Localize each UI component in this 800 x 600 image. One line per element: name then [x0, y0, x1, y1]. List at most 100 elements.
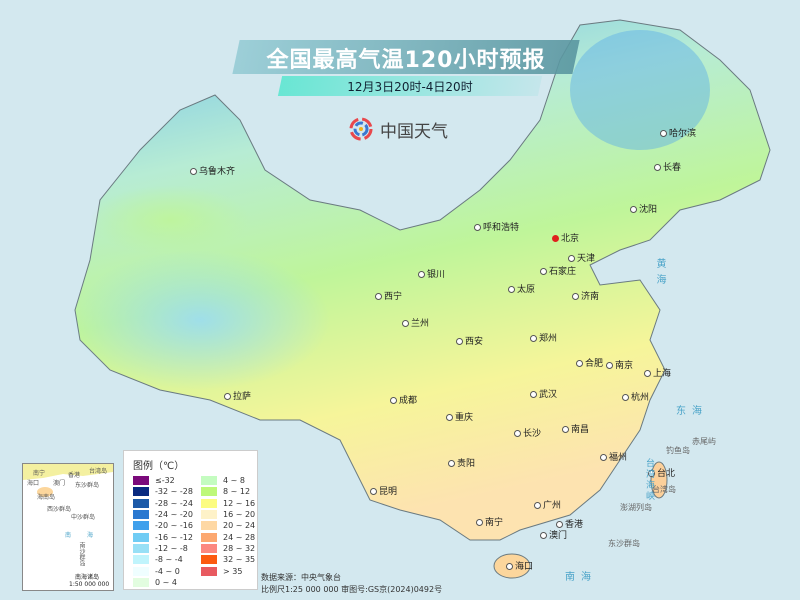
- legend-label: 20 ~ 24: [223, 521, 256, 531]
- city-label: 长沙: [514, 426, 541, 439]
- legend-label: 32 ~ 35: [223, 555, 256, 565]
- city-label: 昆明: [370, 484, 397, 497]
- city-dot-icon: [375, 293, 382, 300]
- city-name: 郑州: [539, 334, 558, 344]
- taiwan-island: [650, 461, 668, 499]
- logo: 中国天气: [348, 116, 448, 142]
- city-dot-icon: [530, 335, 537, 342]
- city-label: 太原: [508, 282, 535, 295]
- sea-label-strait: 台湾海峡: [644, 458, 654, 502]
- legend-label: 16 ~ 20: [223, 510, 256, 520]
- legend-swatch: [201, 521, 217, 531]
- city-dot-icon: [506, 563, 513, 570]
- inset-label: 东沙群岛: [75, 482, 100, 489]
- legend-label: -8 ~ -4: [155, 555, 183, 565]
- city-name: 石家庄: [549, 267, 577, 277]
- city-label: 济南: [572, 289, 599, 302]
- city-name: 济南: [581, 292, 600, 302]
- sea-label-yellow: 黄海: [654, 258, 665, 290]
- city-name: 海口: [515, 562, 534, 572]
- city-dot-icon: [540, 532, 547, 539]
- legend-swatch: [133, 487, 149, 497]
- city-name: 乌鲁木齐: [199, 167, 236, 177]
- legend-swatch: [133, 498, 149, 508]
- island-diaoyu: 钓鱼岛: [666, 446, 690, 455]
- city-name: 沈阳: [639, 205, 658, 215]
- inset-label: 澳门: [53, 480, 66, 487]
- city-name: 合肥: [585, 359, 604, 369]
- city-label: 南京: [606, 358, 633, 371]
- city-dot-icon: [402, 320, 409, 327]
- city-label: 北京: [552, 231, 579, 244]
- legend-swatch: [133, 566, 149, 576]
- inset-label: 台湾岛: [89, 468, 108, 475]
- legend-item: > 35: [201, 565, 255, 576]
- city-dot-icon: [654, 164, 661, 171]
- legend-item: -32 ~ -28: [133, 486, 193, 497]
- city-label: 拉萨: [224, 389, 251, 402]
- city-name: 北京: [561, 234, 580, 244]
- city-dot-icon: [418, 271, 425, 278]
- sea-label-east: 东海: [676, 406, 708, 417]
- city-dot-icon: [476, 519, 483, 526]
- legend-label: -20 ~ -16: [155, 521, 193, 531]
- legend-swatch: [201, 532, 217, 542]
- city-name: 兰州: [411, 319, 430, 329]
- inset-label: 南宁: [33, 470, 46, 477]
- city-name: 澳门: [549, 531, 568, 541]
- city-dot-icon: [568, 255, 575, 262]
- map-scale: 比例尺1:25 000 000 审图号:GS京(2024)0492号: [261, 585, 443, 594]
- city-dot-icon: [370, 488, 377, 495]
- city-label: 南宁: [476, 515, 503, 528]
- inset-scale: 1:50 000 000: [69, 581, 110, 588]
- city-dot-icon: [540, 268, 547, 275]
- legend-item: -20 ~ -16: [133, 520, 193, 531]
- city-label: 乌鲁木齐: [190, 164, 235, 177]
- city-dot-icon: [390, 397, 397, 404]
- city-label: 广州: [534, 498, 561, 511]
- city-name: 台北: [657, 469, 676, 479]
- city-label: 香港: [556, 517, 583, 530]
- city-label: 贵阳: [448, 456, 475, 469]
- city-dot-icon: [474, 224, 481, 231]
- city-name: 拉萨: [233, 392, 252, 402]
- city-label: 兰州: [402, 316, 429, 329]
- inset-label: 海南岛: [37, 494, 56, 501]
- city-name: 长春: [663, 163, 682, 173]
- city-dot-icon: [456, 338, 463, 345]
- legend-label: > 35: [223, 566, 243, 576]
- legend-label: 28 ~ 32: [223, 543, 256, 553]
- inset-map: [23, 464, 113, 497]
- legend-item: 16 ~ 20: [201, 509, 255, 520]
- city-label: 沈阳: [630, 202, 657, 215]
- inset-label: 西沙群岛: [47, 506, 72, 513]
- city-label: 澳门: [540, 528, 567, 541]
- legend-label: -4 ~ 0: [155, 566, 180, 576]
- inset-label: 中沙群岛: [71, 514, 96, 521]
- city-dot-icon: [448, 460, 455, 467]
- legend-label: 8 ~ 12: [223, 487, 251, 497]
- city-name: 天津: [577, 254, 596, 264]
- china-landmass: [74, 19, 771, 541]
- city-name: 福州: [609, 453, 628, 463]
- legend-swatch: [133, 543, 149, 553]
- city-name: 香港: [565, 520, 584, 530]
- legend-item: 12 ~ 16: [201, 498, 255, 509]
- legend-swatch: [133, 476, 149, 486]
- city-label: 天津: [568, 251, 595, 264]
- legend-swatch: [133, 510, 149, 520]
- forecast-period: 12月3日20时-4日20时: [347, 80, 473, 94]
- city-dot-icon: [224, 393, 231, 400]
- city-dot-icon: [572, 293, 579, 300]
- city-label: 哈尔滨: [660, 126, 696, 139]
- city-label: 重庆: [446, 410, 473, 423]
- legend-label: 12 ~ 16: [223, 498, 256, 508]
- city-label: 武汉: [530, 387, 557, 400]
- legend-swatch: [201, 566, 217, 576]
- inset-label: 南: [65, 532, 72, 539]
- city-label: 呼和浩特: [474, 220, 519, 233]
- city-dot-icon: [530, 391, 537, 398]
- city-dot-icon: [600, 454, 607, 461]
- legend-swatch: [133, 555, 149, 565]
- legend-label: ≤-32: [155, 476, 175, 486]
